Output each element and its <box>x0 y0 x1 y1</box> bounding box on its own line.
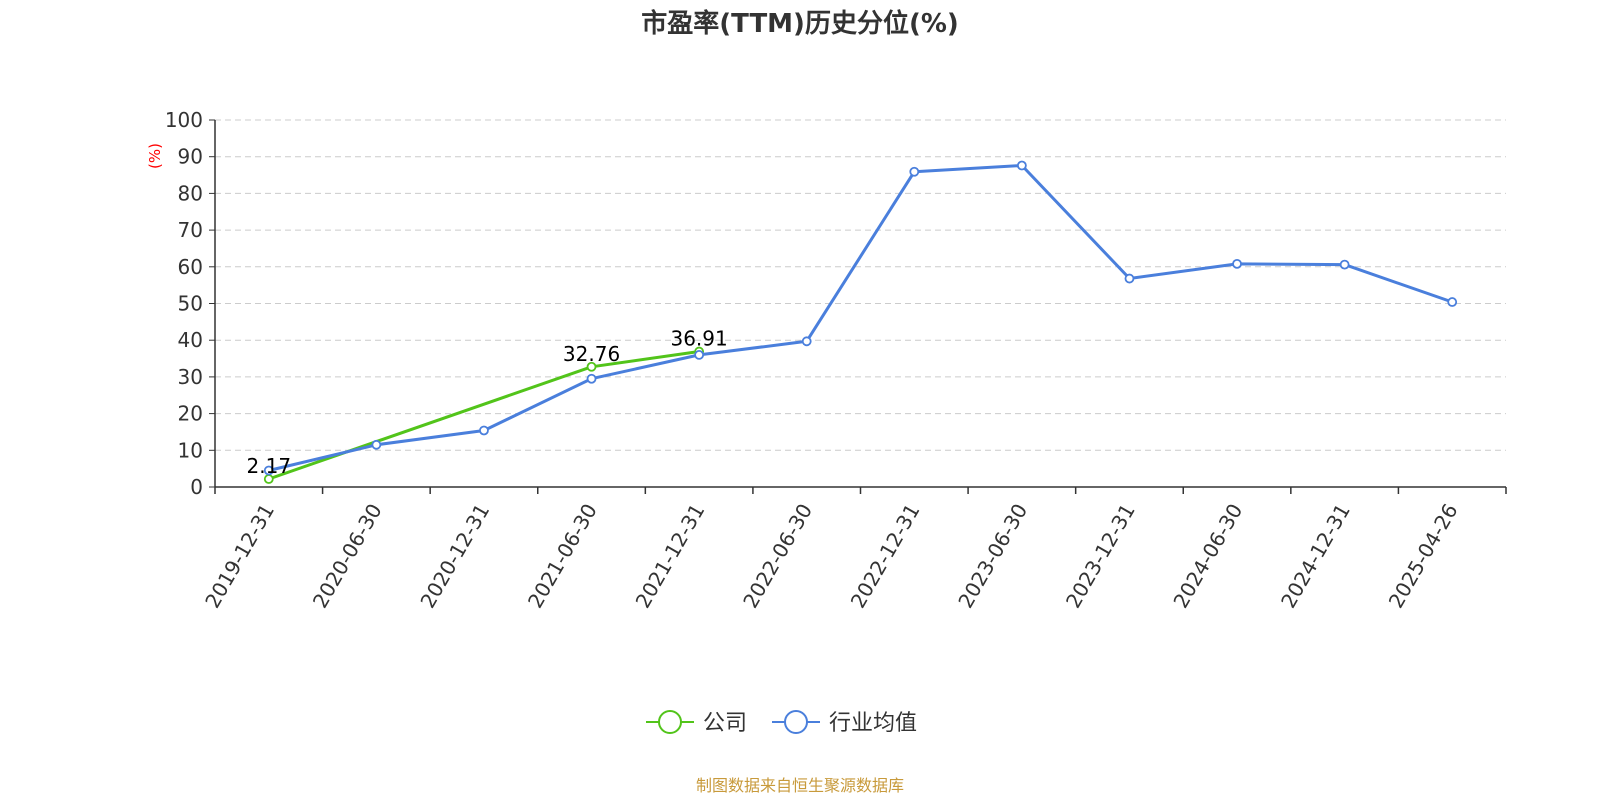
data-label: 32.76 <box>563 342 620 366</box>
data-point[interactable] <box>586 373 597 384</box>
chart-title: 市盈率(TTM)历史分位(%) <box>641 8 959 39</box>
legend-marker <box>658 710 682 734</box>
x-tick-label: 2024-12-31 <box>1276 500 1355 613</box>
y-tick-label: 90 <box>178 145 203 169</box>
legend-label: 公司 <box>703 711 747 736</box>
x-tick-label: 2025-04-26 <box>1384 500 1463 613</box>
grid-lines <box>215 119 1506 451</box>
data-point[interactable] <box>263 465 274 476</box>
y-axis-unit-label: (%) <box>146 143 164 169</box>
y-tick-label: 30 <box>178 365 203 389</box>
y-tick-label: 60 <box>178 255 203 279</box>
legend-item[interactable]: 行业均值 <box>772 710 917 736</box>
x-tick-label: 2023-12-31 <box>1061 500 1140 613</box>
data-point[interactable] <box>1447 297 1458 307</box>
y-tick-label: 70 <box>178 218 203 242</box>
data-point[interactable] <box>909 166 920 177</box>
series-layer: 2.17 32.76 36.91 <box>247 160 1458 484</box>
y-tick-label: 0 <box>190 475 203 499</box>
data-point[interactable] <box>1016 160 1027 171</box>
y-tick-label: 40 <box>178 328 203 352</box>
y-tick-label: 50 <box>178 292 203 316</box>
series-line <box>268 164 1453 472</box>
x-tick-label: 2020-12-31 <box>415 500 494 613</box>
data-point[interactable] <box>1339 259 1350 270</box>
data-label: 2.17 <box>247 454 292 478</box>
x-tick-label: 2024-06-30 <box>1168 500 1247 613</box>
x-tick-label: 2023-06-30 <box>953 500 1032 613</box>
data-point[interactable] <box>1124 273 1135 284</box>
data-point[interactable] <box>801 336 812 347</box>
x-tick-label: 2022-06-30 <box>738 500 817 613</box>
y-tick-label: 100 <box>165 108 203 132</box>
x-tick-label: 2020-06-30 <box>308 500 387 613</box>
data-label: 36.91 <box>670 327 727 351</box>
x-tick-label: 2021-06-30 <box>523 500 602 613</box>
data-point[interactable] <box>371 439 382 450</box>
x-tick-label: 2019-12-31 <box>200 500 279 613</box>
y-tick-label: 80 <box>178 181 203 205</box>
legend-label: 行业均值 <box>829 711 917 736</box>
data-point[interactable] <box>479 425 489 436</box>
x-tick-label: 2022-12-31 <box>846 500 925 613</box>
data-point[interactable] <box>694 349 705 360</box>
source-note: 制图数据来自恒生聚源数据库 <box>696 776 904 795</box>
x-axis-ticks: 2019-12-31 2020-06-30 2020-12-31 2021-06-30… <box>200 487 1507 613</box>
legend[interactable]: 公司 行业均值 <box>646 710 917 736</box>
legend-marker <box>784 710 808 734</box>
y-tick-label: 20 <box>178 402 203 426</box>
y-tick-label: 10 <box>178 438 203 462</box>
y-axis-ticks: 0 10 20 30 40 50 60 70 80 90 100 <box>165 108 215 499</box>
legend-item[interactable]: 公司 <box>646 710 747 736</box>
data-point[interactable] <box>1232 258 1242 269</box>
data-point[interactable] <box>586 361 597 372</box>
x-tick-label: 2021-12-31 <box>631 500 710 613</box>
